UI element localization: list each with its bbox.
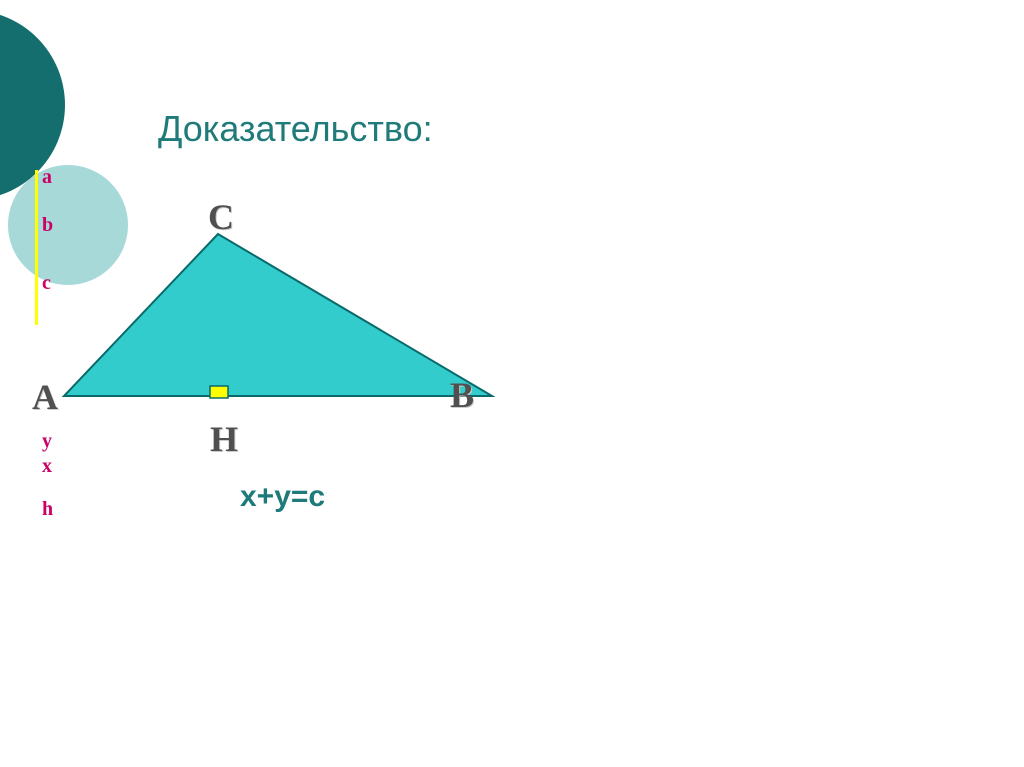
sidebar-label-h: h xyxy=(42,498,53,521)
right-angle-marker xyxy=(210,386,228,398)
vertex-label-a: A xyxy=(32,376,58,418)
sidebar-label-b: b xyxy=(42,214,53,237)
triangle-diagram xyxy=(58,228,498,404)
slide-title: Доказательство: xyxy=(158,108,433,150)
sidebar-vertical-line xyxy=(35,170,38,325)
sidebar-label-x: x xyxy=(42,455,52,478)
vertex-label-c: C xyxy=(208,196,234,238)
sidebar-label-a: a xyxy=(42,166,52,189)
vertex-label-b: B xyxy=(450,374,474,416)
sidebar-label-y: y xyxy=(42,430,52,453)
slide-stage: Доказательство: a b c y x h C A B H x+y=… xyxy=(0,0,1024,767)
sidebar-label-c: c xyxy=(42,272,51,295)
equation-text: x+y=c xyxy=(240,480,325,514)
vertex-label-h: H xyxy=(210,418,238,460)
triangle-shape xyxy=(64,234,492,396)
